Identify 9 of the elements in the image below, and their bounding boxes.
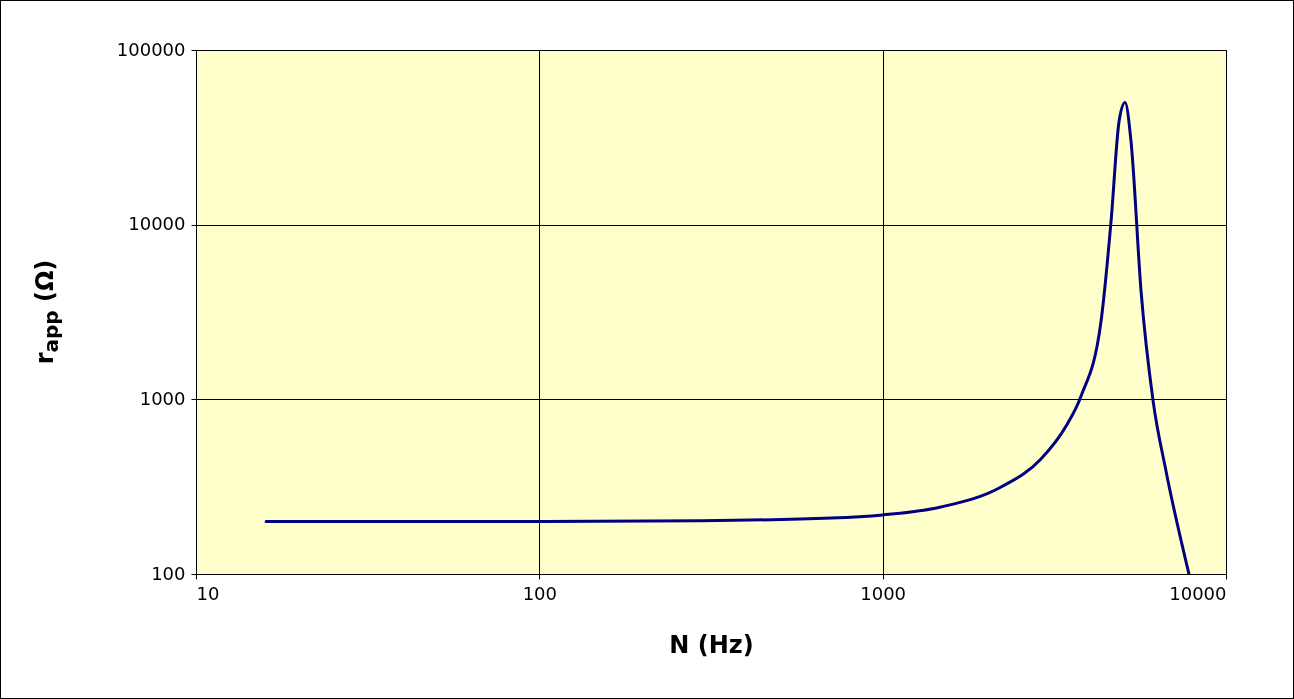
y-tick-label: 10000	[128, 213, 186, 235]
x-tick-label: 10000	[1169, 582, 1227, 604]
y-tick-label: 100000	[116, 38, 186, 60]
x-tick-label: 100	[522, 582, 558, 604]
y-tick-label: 100	[151, 562, 186, 584]
x-tick-label: 10	[196, 582, 220, 604]
x-tick-label: 1000	[860, 582, 907, 604]
x-axis-title: N (Hz)	[669, 630, 754, 659]
y-tick-label: 1000	[139, 387, 186, 409]
